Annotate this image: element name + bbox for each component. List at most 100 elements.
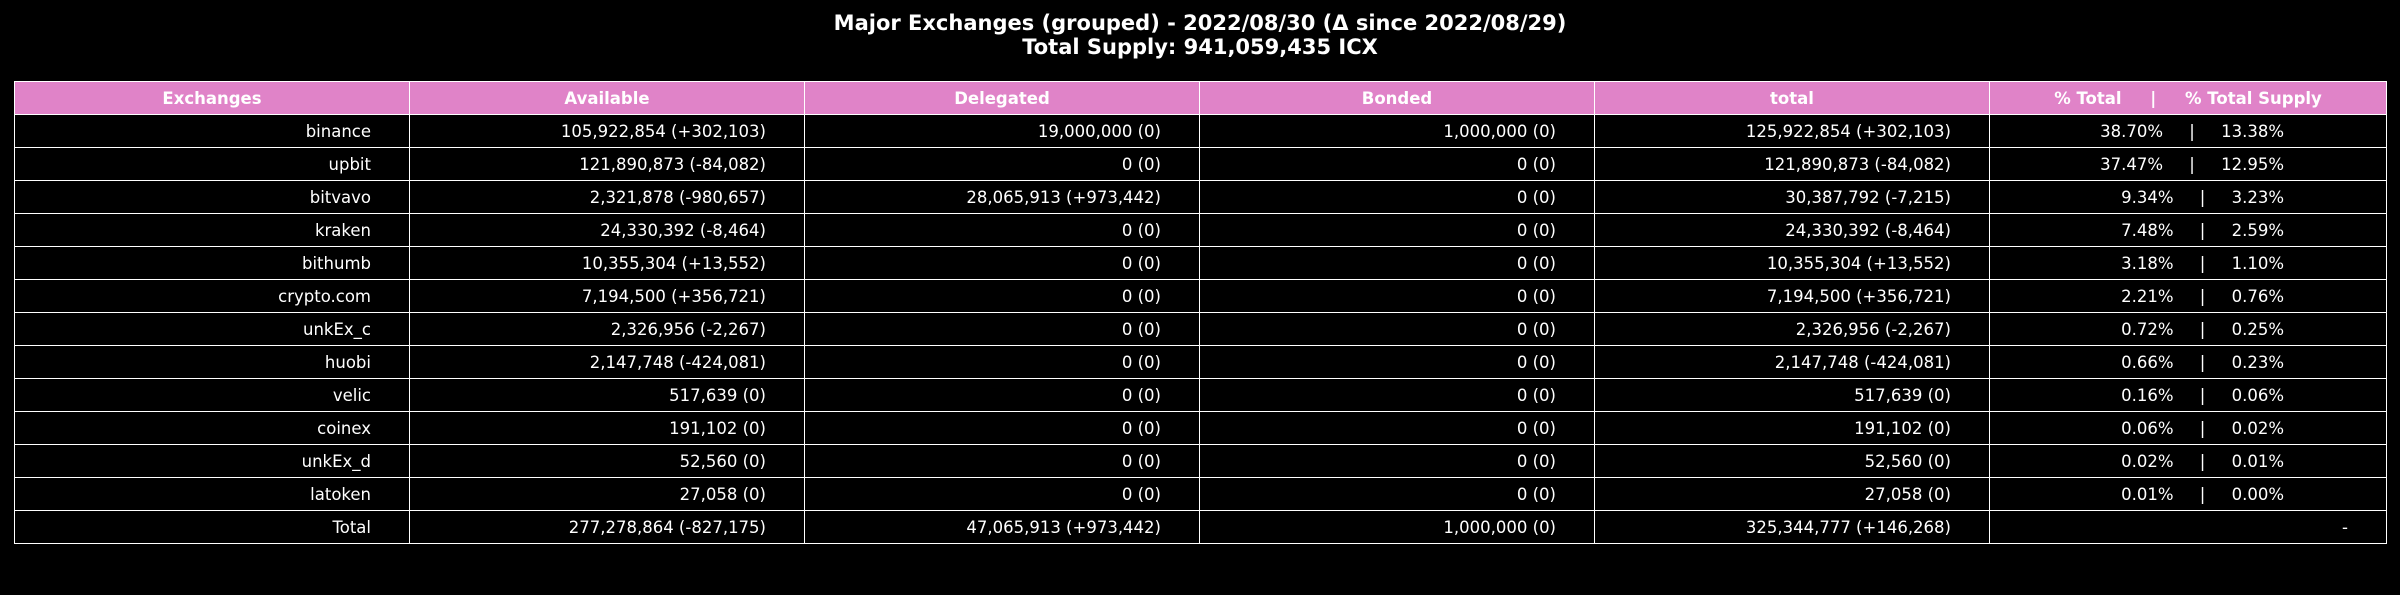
- bonded-cell: 0 (0): [1199, 477, 1595, 511]
- table-row: kraken 24,330,392 (-8,464) 0 (0) 0 (0) 24,33…: [14, 213, 2387, 247]
- pct-separator: |: [2199, 451, 2206, 471]
- pct-supply-value: 0.23%: [2231, 352, 2284, 372]
- total-cell: 125,922,854 (+302,103): [1594, 114, 1990, 148]
- available-cell: 10,355,304 (+13,552): [409, 246, 805, 280]
- table-row: binance 105,922,854 (+302,103) 19,000,000 …: [14, 114, 2387, 148]
- pct-cell: 7.48% | 2.59%: [1989, 213, 2387, 247]
- table-row: bithumb 10,355,304 (+13,552) 0 (0) 0 (0) 10,…: [14, 246, 2387, 280]
- header-exchanges: Exchanges: [14, 81, 410, 115]
- pct-total-value: 38.70%: [2100, 121, 2164, 141]
- bonded-cell: 0 (0): [1199, 213, 1595, 247]
- pct-total-value: 0.66%: [2121, 352, 2174, 372]
- exchange-name-cell: latoken: [14, 477, 410, 511]
- header-pct: % Total | % Total Supply: [1989, 81, 2387, 115]
- total-pct-cell: -: [1989, 510, 2387, 544]
- total-cell: 52,560 (0): [1594, 444, 1990, 478]
- pct-supply-value: 0.01%: [2231, 451, 2284, 471]
- delegated-cell: 0 (0): [804, 345, 1200, 379]
- pct-supply-value: 1.10%: [2231, 253, 2284, 273]
- exchange-name-cell: unkEx_d: [14, 444, 410, 478]
- pct-separator: |: [2199, 187, 2206, 207]
- exchange-name-cell: kraken: [14, 213, 410, 247]
- pct-supply-value: 0.25%: [2231, 319, 2284, 339]
- available-cell: 517,639 (0): [409, 378, 805, 412]
- total-label-cell: Total: [14, 510, 410, 544]
- bonded-cell: 0 (0): [1199, 444, 1595, 478]
- pct-total-value: 0.72%: [2121, 319, 2174, 339]
- total-total-cell: 325,344,777 (+146,268): [1594, 510, 1990, 544]
- total-cell: 7,194,500 (+356,721): [1594, 279, 1990, 313]
- pct-separator: |: [2199, 484, 2206, 504]
- pct-supply-value: 0.00%: [2231, 484, 2284, 504]
- available-cell: 7,194,500 (+356,721): [409, 279, 805, 313]
- table-row: coinex 191,102 (0) 0 (0) 0 (0) 191,102 (0) 0.…: [14, 411, 2387, 445]
- exchange-name-cell: bitvavo: [14, 180, 410, 214]
- pct-supply-value: 3.23%: [2231, 187, 2284, 207]
- pct-supply-value: 0.06%: [2231, 385, 2284, 405]
- pct-total-value: 7.48%: [2121, 220, 2174, 240]
- exchange-name-cell: huobi: [14, 345, 410, 379]
- pct-separator: |: [2199, 352, 2206, 372]
- total-cell: 27,058 (0): [1594, 477, 1990, 511]
- delegated-cell: 0 (0): [804, 213, 1200, 247]
- delegated-cell: 0 (0): [804, 147, 1200, 181]
- pct-total-value: 37.47%: [2100, 154, 2164, 174]
- delegated-cell: 0 (0): [804, 477, 1200, 511]
- pct-cell: 0.16% | 0.06%: [1989, 378, 2387, 412]
- available-cell: 27,058 (0): [409, 477, 805, 511]
- pct-separator: |: [2199, 418, 2206, 438]
- delegated-cell: 0 (0): [804, 279, 1200, 313]
- bonded-cell: 0 (0): [1199, 411, 1595, 445]
- available-cell: 24,330,392 (-8,464): [409, 213, 805, 247]
- table-row: velic 517,639 (0) 0 (0) 0 (0) 517,639 (0) 0.1…: [14, 378, 2387, 412]
- pct-cell: 0.66% | 0.23%: [1989, 345, 2387, 379]
- delegated-cell: 0 (0): [804, 312, 1200, 346]
- exchanges-table: Exchanges Available Delegated Bonded tot…: [14, 81, 2387, 544]
- pct-supply-value: 0.76%: [2231, 286, 2284, 306]
- available-cell: 105,922,854 (+302,103): [409, 114, 805, 148]
- table-body: binance 105,922,854 (+302,103) 19,000,000 …: [14, 114, 2387, 544]
- pct-total-value: 9.34%: [2121, 187, 2174, 207]
- bonded-cell: 0 (0): [1199, 345, 1595, 379]
- total-row: Total 277,278,864 (-827,175) 47,065,913 (+…: [14, 510, 2387, 544]
- total-bonded-cell: 1,000,000 (0): [1199, 510, 1595, 544]
- exchange-name-cell: unkEx_c: [14, 312, 410, 346]
- pct-cell: 0.02% | 0.01%: [1989, 444, 2387, 478]
- table-row: upbit 121,890,873 (-84,082) 0 (0) 0 (0) 121,…: [14, 147, 2387, 181]
- pct-total-value: 0.16%: [2121, 385, 2174, 405]
- pct-cell: 9.34% | 3.23%: [1989, 180, 2387, 214]
- pct-separator: |: [2199, 319, 2206, 339]
- table-row: unkEx_c 2,326,956 (-2,267) 0 (0) 0 (0) 2,326…: [14, 312, 2387, 346]
- pct-cell: 37.47% | 12.95%: [1989, 147, 2387, 181]
- total-cell: 121,890,873 (-84,082): [1594, 147, 1990, 181]
- chart-title: Major Exchanges (grouped) - 2022/08/30 (…: [0, 11, 2400, 59]
- pct-cell: 0.01% | 0.00%: [1989, 477, 2387, 511]
- pct-separator: |: [2199, 220, 2206, 240]
- delegated-cell: 0 (0): [804, 246, 1200, 280]
- bonded-cell: 0 (0): [1199, 312, 1595, 346]
- total-cell: 517,639 (0): [1594, 378, 1990, 412]
- table-row: unkEx_d 52,560 (0) 0 (0) 0 (0) 52,560 (0) 0.0…: [14, 444, 2387, 478]
- pct-separator: |: [2199, 253, 2206, 273]
- delegated-cell: 0 (0): [804, 378, 1200, 412]
- pct-separator: |: [2189, 121, 2195, 141]
- pct-cell: 0.06% | 0.02%: [1989, 411, 2387, 445]
- exchange-name-cell: bithumb: [14, 246, 410, 280]
- header-delegated: Delegated: [804, 81, 1200, 115]
- table-row: huobi 2,147,748 (-424,081) 0 (0) 0 (0) 2,147…: [14, 345, 2387, 379]
- total-cell: 24,330,392 (-8,464): [1594, 213, 1990, 247]
- exchange-name-cell: coinex: [14, 411, 410, 445]
- pct-total-value: 0.02%: [2121, 451, 2174, 471]
- pct-supply-value: 2.59%: [2231, 220, 2284, 240]
- total-cell: 191,102 (0): [1594, 411, 1990, 445]
- table-row: latoken 27,058 (0) 0 (0) 0 (0) 27,058 (0) 0.0…: [14, 477, 2387, 511]
- total-cell: 2,326,956 (-2,267): [1594, 312, 1990, 346]
- title-line-2: Total Supply: 941,059,435 ICX: [1022, 35, 1378, 59]
- pct-total-value: 0.01%: [2121, 484, 2174, 504]
- pct-separator: |: [2189, 154, 2195, 174]
- total-cell: 30,387,792 (-7,215): [1594, 180, 1990, 214]
- pct-total-value: 2.21%: [2121, 286, 2174, 306]
- exchange-name-cell: crypto.com: [14, 279, 410, 313]
- total-cell: 10,355,304 (+13,552): [1594, 246, 1990, 280]
- total-delegated-cell: 47,065,913 (+973,442): [804, 510, 1200, 544]
